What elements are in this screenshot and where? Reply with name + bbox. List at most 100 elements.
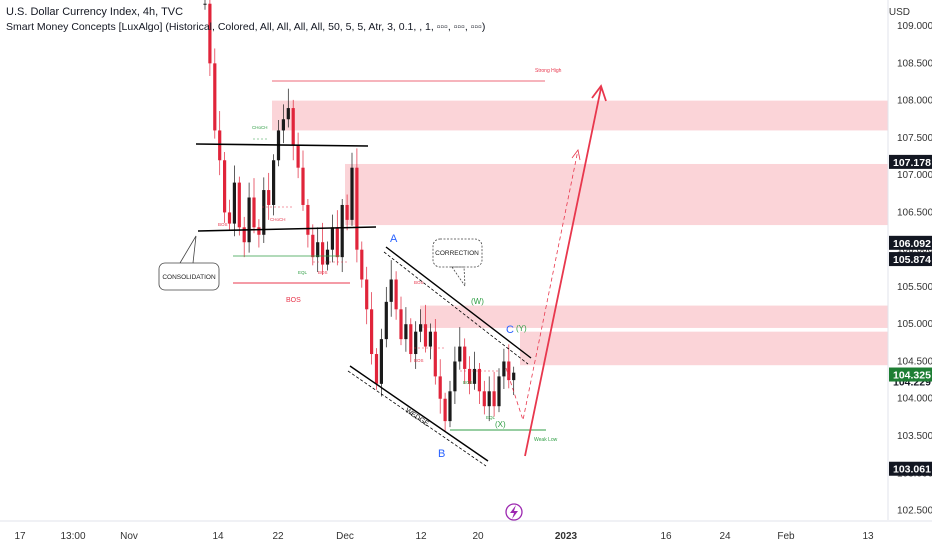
candle-body (370, 309, 374, 355)
price-tag-bg (889, 367, 932, 382)
candle-body (252, 197, 256, 228)
candle-body (257, 227, 261, 235)
price-tag-bg (889, 235, 932, 250)
target-arrow-line[interactable] (524, 87, 602, 457)
price-tag-bg (889, 154, 932, 169)
candle-body (306, 204, 310, 235)
candle-body (335, 227, 339, 258)
price-tag-label: 107.178 (893, 157, 931, 169)
candle-body (218, 130, 222, 161)
price-tag-label: 106.092 (893, 238, 931, 250)
price-tick-label: 107.000 (897, 170, 932, 181)
wave-x-label: (X) (495, 420, 506, 429)
weak-low-label: Weak Low (534, 437, 558, 443)
candle-body (443, 398, 447, 422)
candle-body (487, 391, 491, 407)
price-tick-label: 103.500 (897, 431, 932, 442)
time-tick-label: 20 (472, 531, 484, 542)
candle-body (379, 339, 383, 384)
price-tick-label: 102.500 (897, 506, 932, 517)
time-tick-label: Dec (336, 531, 354, 542)
candle-body (404, 324, 408, 340)
wave-c-label: C (506, 324, 514, 336)
price-tag-label: 105.874 (893, 254, 931, 266)
candle-body (472, 368, 477, 384)
price-tick-label: 105.000 (897, 319, 932, 330)
candle-body (360, 249, 364, 280)
candle-body (223, 160, 227, 213)
correction-callout[interactable] (432, 238, 483, 288)
time-tick-label: 16 (660, 531, 672, 542)
consolidation-bottom-line[interactable] (197, 226, 377, 232)
bos-label-small-3: BOS (414, 280, 424, 285)
price-tick-label: 108.500 (897, 58, 932, 69)
candle-body (272, 160, 276, 205)
bos-label-big: BOS (286, 297, 301, 304)
bos-label-small-4: BOS (414, 358, 424, 363)
candle-body (384, 301, 388, 340)
wedge-bottom-line[interactable] (349, 365, 489, 462)
candle-body (232, 182, 236, 224)
eql-label-1: EQL (298, 270, 308, 275)
price-tick-label: 108.000 (897, 96, 932, 107)
time-tick-label: 12 (415, 531, 427, 542)
supply-zone (420, 305, 888, 328)
channel-top-dash (383, 251, 529, 365)
supply-zone (520, 331, 888, 366)
price-tick-label: 105.500 (897, 282, 932, 293)
target-arrow-head (591, 84, 607, 102)
channel-top-line[interactable] (385, 246, 532, 359)
wave-y-label: (Y) (516, 324, 527, 333)
projection-dash-path (505, 149, 579, 422)
candle-body (316, 242, 320, 258)
candle-body (419, 324, 423, 332)
candle-body (482, 391, 486, 407)
chart-title: U.S. Dollar Currency Index, 4h, TVC (6, 6, 184, 18)
price-axis: 102.500103.000103.500104.000104.500105.0… (887, 0, 932, 520)
bos-label-small-2: BOS (318, 270, 328, 275)
choch-label-1: CHoCH (252, 125, 268, 130)
consolidation-callout[interactable] (158, 235, 220, 291)
candle-body (325, 249, 330, 265)
candle-body (428, 331, 432, 347)
candle-body (242, 227, 246, 243)
supply-zones (272, 100, 888, 366)
price-tick-label: 104.500 (897, 356, 932, 367)
lightning-icon[interactable] (505, 503, 523, 521)
candle-body (330, 227, 334, 250)
candle-body (301, 167, 305, 205)
choch-label-2: CHoCH (270, 217, 286, 222)
time-tick-label: 22 (272, 531, 284, 542)
time-axis: 17 13:00 Nov 14 22 Dec 12 20 2023 16 24 Feb 13 (0, 520, 932, 542)
time-tick-label: Feb (777, 531, 795, 542)
bos-label-small-5: BOS (463, 380, 473, 385)
consolidation-top-line[interactable] (195, 143, 369, 147)
time-tick-label: 13 (862, 531, 874, 542)
candle-body (321, 242, 325, 265)
candle-body (389, 279, 393, 302)
candle-body (497, 376, 501, 407)
supply-zone (272, 100, 888, 131)
candle-body (502, 361, 506, 377)
candle-body (296, 145, 300, 168)
wave-w-label: (W) (471, 297, 484, 306)
candle-body (409, 324, 413, 355)
chart-drawings: Strong High CONSOLIDATION BOS CHoCH CHoC… (158, 68, 607, 467)
price-tick-label: 109.000 (897, 21, 932, 32)
candle-body (281, 119, 285, 131)
wave-b-label: B (438, 448, 445, 460)
candle-body (247, 197, 251, 243)
price-tag-label: 104.325 (893, 370, 931, 382)
candle-body (286, 108, 290, 120)
candle-body (507, 361, 511, 381)
projection-dash-arrowhead (571, 149, 581, 161)
time-tick-label: 24 (719, 531, 731, 542)
consolidation-label: CONSOLIDATION (162, 274, 216, 281)
candle-body (468, 368, 472, 384)
candle-body (213, 63, 217, 131)
candle-body (374, 354, 379, 384)
price-tick-label: 106.500 (897, 207, 932, 218)
candle-body (394, 279, 398, 310)
candle-body (433, 331, 437, 377)
